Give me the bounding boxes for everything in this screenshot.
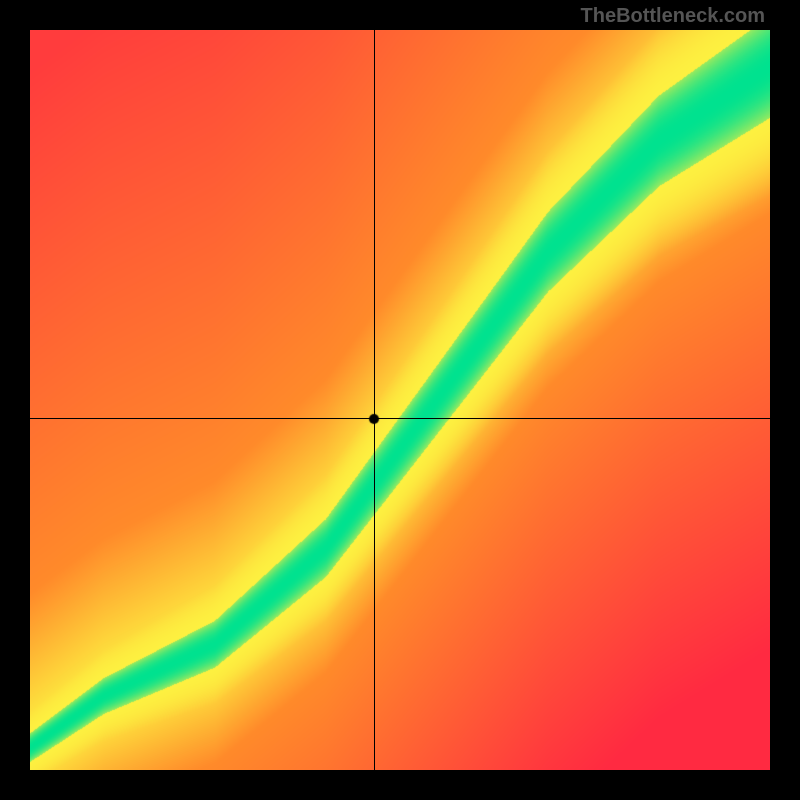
crosshair-vertical [374, 30, 375, 770]
bottleneck-chart: TheBottleneck.com [0, 0, 800, 800]
chart-outer-border [0, 0, 800, 800]
crosshair-marker [368, 413, 380, 425]
watermark-text: TheBottleneck.com [581, 5, 765, 28]
crosshair-horizontal [30, 418, 770, 419]
